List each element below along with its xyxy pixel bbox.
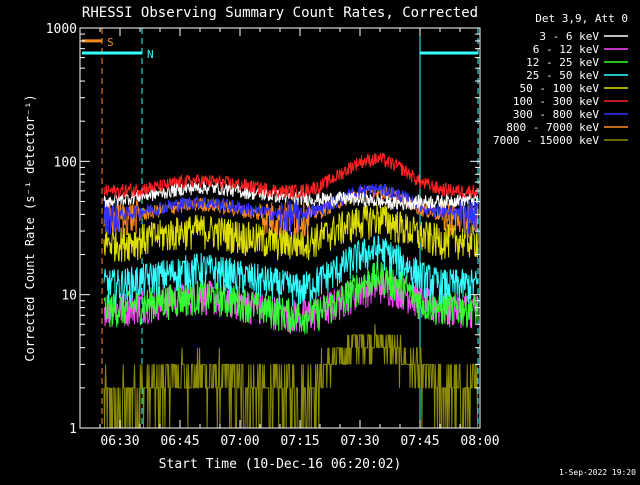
y-tick-label-2: 100 [54, 155, 77, 170]
legend-label-8: 7000 - 15000 keV [493, 134, 599, 147]
legend-title: Det 3,9, Att 0 [535, 12, 628, 25]
x-tick-label-4: 07:30 [340, 434, 379, 449]
y-tick-label-0: 1 [69, 422, 77, 437]
legend-label-6: 300 - 800 keV [513, 108, 599, 121]
x-tick-label-2: 07:00 [220, 434, 259, 449]
flag-label-1: N [147, 48, 154, 61]
y-axis-label: Corrected Count Rate (s⁻¹ detector⁻¹) [23, 94, 37, 361]
y-tick-label-1: 10 [61, 289, 77, 304]
x-tick-label-1: 06:45 [160, 434, 199, 449]
legend-label-4: 50 - 100 keV [520, 82, 600, 95]
legend-label-1: 6 - 12 keV [533, 43, 600, 56]
x-tick-label-6: 08:00 [460, 434, 499, 449]
legend-label-0: 3 - 6 keV [539, 30, 599, 43]
chart-title: RHESSI Observing Summary Count Rates, Co… [82, 5, 478, 21]
flag-label-0: S [107, 36, 114, 49]
legend-label-5: 100 - 300 keV [513, 95, 599, 108]
series-line-100-300-kev [103, 152, 479, 199]
series-line-7000-15000-kev [103, 324, 478, 429]
x-tick-label-3: 07:15 [280, 434, 319, 449]
x-tick-label-0: 06:30 [100, 434, 139, 449]
x-axis-label: Start Time (10-Dec-16 06:20:02) [159, 457, 402, 472]
series-line-50-100-kev [103, 204, 479, 262]
legend-label-2: 12 - 25 keV [526, 56, 599, 69]
series-line-12-25-kev [103, 261, 479, 335]
legend-label-7: 800 - 7000 keV [506, 121, 599, 134]
y-tick-label-3: 1000 [46, 22, 77, 37]
footer-timestamp: 1-Sep-2022 19:20 [559, 468, 636, 477]
legend-label-3: 25 - 50 keV [526, 69, 599, 82]
x-tick-label-5: 07:45 [400, 434, 439, 449]
series-line-25-50-kev [103, 235, 479, 307]
